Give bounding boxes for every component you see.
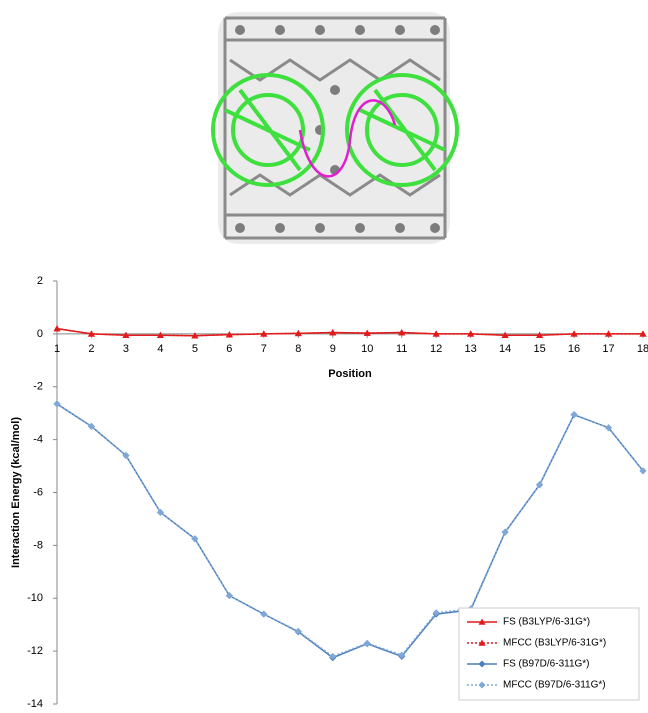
x-tick-label: 5: [192, 343, 198, 355]
x-tick-label: 16: [568, 343, 580, 355]
x-tick-label: 7: [261, 343, 267, 355]
marker: [226, 592, 233, 599]
x-tick-label: 1: [54, 343, 60, 355]
x-tick-label: 13: [465, 343, 477, 355]
x-tick-label: 17: [602, 343, 614, 355]
y-tick-label: 2: [37, 275, 43, 287]
page: -14-12-10-8-6-4-202123456789101112131415…: [0, 0, 648, 708]
legend-label: FS (B3LYP/6-31G*): [503, 617, 590, 628]
x-tick-label: 6: [226, 343, 232, 355]
x-tick-label: 8: [295, 343, 301, 355]
y-tick-label: -12: [27, 645, 43, 657]
legend-label: MFCC (B97D/6-311G*): [503, 680, 606, 691]
x-axis-title: Position: [328, 368, 372, 380]
molecule-illustration: [213, 12, 457, 244]
x-tick-label: 11: [396, 343, 407, 355]
y-tick-label: -14: [27, 698, 43, 708]
x-tick-label: 14: [499, 343, 511, 355]
y-tick-label: -4: [33, 434, 43, 446]
x-tick-label: 3: [123, 343, 129, 355]
legend-label: MFCC (B3LYP/6-31G*): [503, 638, 606, 649]
x-tick-label: 9: [330, 343, 336, 355]
x-tick-label: 12: [430, 343, 442, 355]
legend-label: FS (B97D/6-311G*): [503, 659, 590, 670]
y-axis-title: Interaction Energy (kcal/mol): [10, 417, 22, 568]
y-tick-label: -10: [27, 592, 43, 604]
marker: [433, 609, 440, 616]
x-tick-label: 15: [533, 343, 545, 355]
y-tick-label: -6: [33, 486, 43, 498]
y-tick-label: 0: [37, 328, 43, 340]
marker: [364, 640, 371, 647]
marker: [329, 653, 336, 660]
x-tick-label: 2: [88, 343, 94, 355]
x-tick-label: 18: [637, 343, 648, 355]
x-tick-label: 4: [157, 343, 163, 355]
marker: [260, 611, 267, 618]
x-tick-label: 10: [361, 343, 373, 355]
y-tick-label: -8: [33, 539, 43, 551]
marker: [571, 411, 578, 418]
y-tick-label: -2: [33, 381, 43, 393]
